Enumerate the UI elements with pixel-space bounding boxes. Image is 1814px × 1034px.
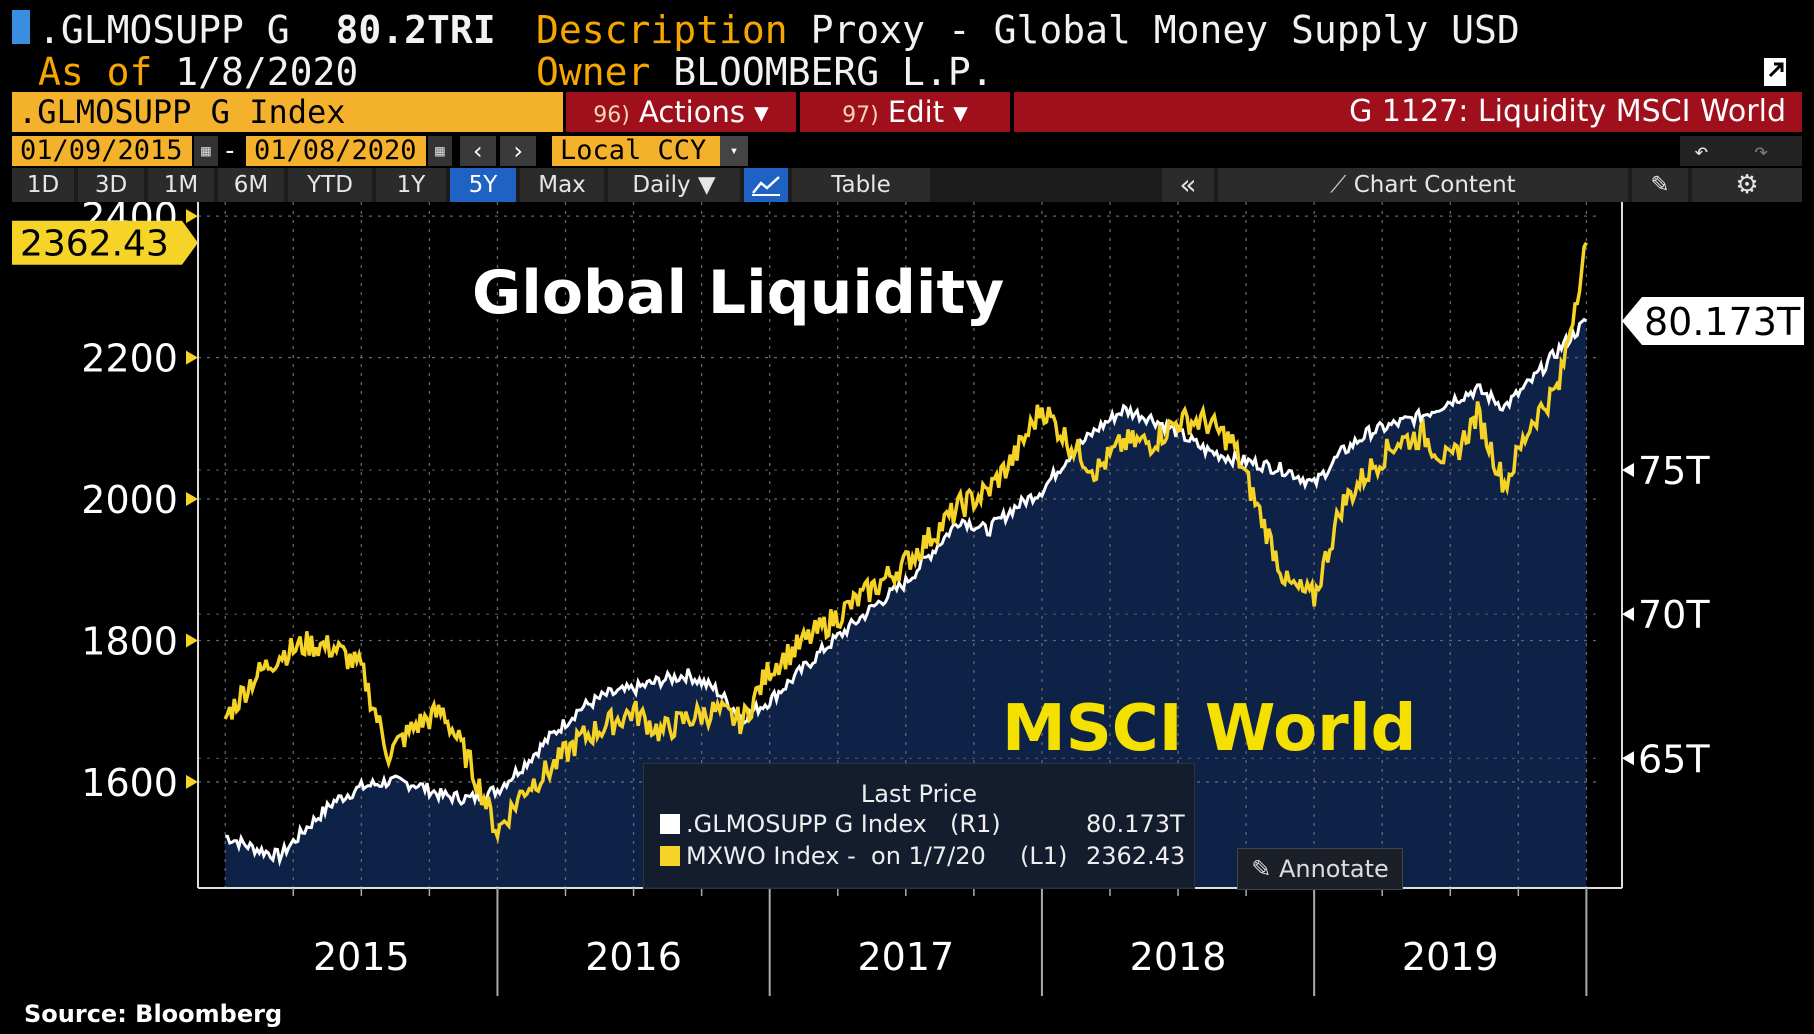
calendar-icon[interactable]: ▦ xyxy=(428,136,452,166)
legend-title: Last Price xyxy=(860,780,978,808)
right-tick-label: 75T xyxy=(1638,449,1710,493)
table-button[interactable]: Table xyxy=(792,168,930,202)
tf-1y[interactable]: 1Y xyxy=(376,168,446,202)
msci-world-title: MSCI World xyxy=(1002,692,1417,766)
description-text: Proxy - Global Money Supply USD xyxy=(810,8,1520,52)
tf-1m[interactable]: 1M xyxy=(148,168,214,202)
left-tick-label: 2200 xyxy=(81,337,178,381)
right-last-value: 80.173T xyxy=(1644,300,1801,344)
right-tick-mark xyxy=(1622,751,1634,766)
source-note: Source: Bloomberg xyxy=(24,1000,283,1028)
legend: Last Price .GLMOSUPP G Index (R1) 80.173… xyxy=(643,763,1195,889)
legend-swatch-yellow xyxy=(660,846,680,866)
left-tick-mark xyxy=(186,492,198,507)
collapse-icon[interactable]: « xyxy=(1162,168,1214,202)
chart-content-button[interactable]: ⟋ Chart Content xyxy=(1218,168,1628,202)
owner-label: Owner xyxy=(536,50,651,94)
frequency-select[interactable]: Daily ▼ xyxy=(608,168,740,202)
tf-max[interactable]: Max xyxy=(520,168,604,202)
currency-select[interactable]: Local CCY xyxy=(552,136,720,166)
annotate-button[interactable]: ✎ Annotate xyxy=(1237,848,1403,890)
gear-icon[interactable]: ⚙ xyxy=(1692,168,1802,202)
description-label: Description xyxy=(536,8,788,52)
asof-date: 1/8/2020 xyxy=(175,50,359,94)
owner-line: Owner BLOOMBERG L.P. xyxy=(536,52,994,92)
global-liquidity-title: Global Liquidity xyxy=(472,258,1005,328)
ticker-value: 80.2TRI xyxy=(335,8,496,52)
tf-ytd[interactable]: YTD xyxy=(288,168,372,202)
redo-icon[interactable]: ↷ xyxy=(1754,137,1769,165)
tf-3d[interactable]: 3D xyxy=(78,168,144,202)
left-tick-mark xyxy=(186,350,198,365)
x-tick-label: 2016 xyxy=(585,935,682,979)
next-period-button[interactable]: › xyxy=(500,136,536,166)
legend-row1-name: .GLMOSUPP G Index xyxy=(686,810,927,838)
description-line: Description Proxy - Global Money Supply … xyxy=(536,10,1520,50)
edit-button[interactable]: 97) Edit ▾ xyxy=(800,92,1010,132)
series-line-mxwo xyxy=(223,241,1588,844)
asof-label: As of xyxy=(38,50,153,94)
date-separator: - xyxy=(222,136,238,166)
legend-row1-value: 80.173T xyxy=(1086,810,1185,838)
legend-row1-axis: (R1) xyxy=(950,810,1001,838)
chart-icon: ⟋ xyxy=(1330,172,1354,198)
left-last-value: 2362.43 xyxy=(20,224,169,265)
left-tick-mark xyxy=(186,774,198,789)
security-field[interactable]: .GLMOSUPP G Index xyxy=(12,92,563,132)
start-date-input[interactable]: 01/09/2015 xyxy=(12,136,192,166)
page-title: G 1127: Liquidity MSCI World xyxy=(1014,92,1802,132)
x-tick-label: 2017 xyxy=(857,935,954,979)
legend-swatch-white xyxy=(660,814,680,834)
legend-row2-axis: (L1) xyxy=(1020,842,1068,870)
asof-line: As of 1/8/2020 xyxy=(38,52,358,92)
ticker-header: .GLMOSUPP G 80.2TRI xyxy=(38,10,496,50)
left-tick-mark xyxy=(186,209,198,224)
right-last-value-tag xyxy=(1622,296,1804,345)
pencil-icon: ✎ xyxy=(1251,855,1279,883)
tf-6m[interactable]: 6M xyxy=(218,168,284,202)
left-tick-label: 2000 xyxy=(81,478,178,522)
left-tick-mark xyxy=(186,633,198,648)
calendar-icon[interactable]: ▦ xyxy=(194,136,218,166)
actions-button[interactable]: 96) Actions ▾ xyxy=(566,92,796,132)
tf-5y[interactable]: 5Y xyxy=(450,168,516,202)
left-tick-label: 1800 xyxy=(81,619,178,663)
ticker: .GLMOSUPP G xyxy=(38,8,290,52)
line-chart-icon[interactable] xyxy=(744,168,788,202)
timeframe-toolbar: 1D 3D 1M 6M YTD 1Y 5Y Max Daily ▼ Table … xyxy=(12,168,1802,202)
undo-icon[interactable]: ↶ xyxy=(1694,137,1709,165)
x-tick-label: 2019 xyxy=(1402,935,1499,979)
x-tick-label: 2018 xyxy=(1130,935,1227,979)
right-tick-label: 65T xyxy=(1638,737,1710,781)
right-tick-mark xyxy=(1622,463,1634,478)
chevron-down-icon[interactable]: ▾ xyxy=(720,136,748,166)
right-tick-label: 70T xyxy=(1638,593,1710,637)
command-bar: .GLMOSUPP G Index 96) Actions ▾ 97) Edit… xyxy=(12,92,1802,132)
status-marker xyxy=(12,10,30,44)
end-date-input[interactable]: 01/08/2020 xyxy=(246,136,426,166)
legend-row2-name: MXWO Index - on 1/7/20 xyxy=(686,842,986,870)
right-tick-mark xyxy=(1622,607,1634,622)
prev-period-button[interactable]: ‹ xyxy=(460,136,496,166)
x-tick-label: 2015 xyxy=(313,935,410,979)
export-icon[interactable] xyxy=(1762,54,1790,88)
owner-text: BLOOMBERG L.P. xyxy=(673,50,994,94)
legend-row2-value: 2362.43 xyxy=(1086,842,1186,870)
undo-redo-group: ↶ ↷ xyxy=(1680,136,1802,166)
left-last-value-tag xyxy=(12,220,198,265)
tf-1d[interactable]: 1D xyxy=(12,168,74,202)
left-tick-label: 1600 xyxy=(81,761,178,805)
series-line-glmosupp xyxy=(225,317,1588,868)
edit-chart-icon[interactable]: ✎ xyxy=(1632,168,1688,202)
